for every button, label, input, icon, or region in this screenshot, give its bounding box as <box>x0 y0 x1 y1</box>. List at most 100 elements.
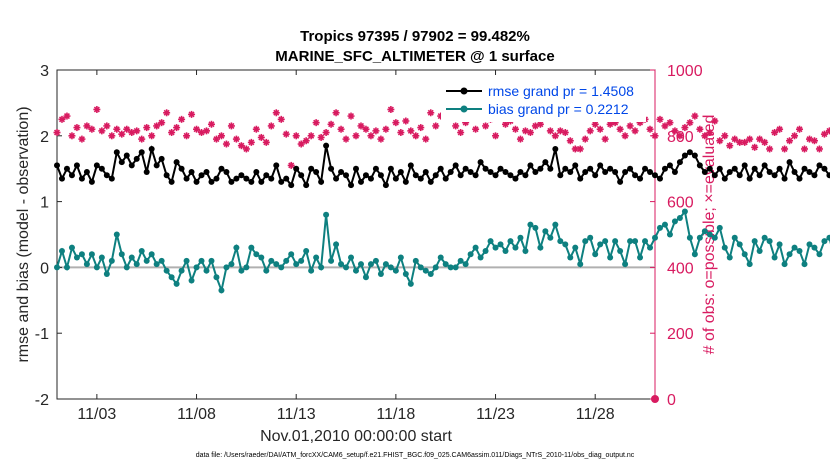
obs-count-point <box>711 117 719 125</box>
obs-count-point <box>387 105 395 113</box>
obs-count-point <box>586 127 594 135</box>
obs-count-point <box>561 129 569 137</box>
obs-count-point <box>212 135 220 143</box>
bias-point <box>73 254 80 261</box>
bias-point <box>577 261 584 268</box>
rmse-point <box>567 168 574 175</box>
rmse-point <box>118 159 125 166</box>
obs-count-point <box>626 122 634 130</box>
rmse-point <box>552 145 559 152</box>
x-tick-label: 11/23 <box>476 406 515 423</box>
rmse-point <box>148 145 155 152</box>
rmse-point <box>751 165 758 172</box>
obs-count-point <box>58 115 66 123</box>
obs-count-point <box>776 125 784 133</box>
obs-count-point <box>716 137 724 145</box>
bias-point <box>622 261 629 268</box>
bias-point <box>88 251 95 258</box>
obs-count-point <box>342 135 350 143</box>
bias-point <box>806 241 813 248</box>
obs-count-point <box>810 137 818 145</box>
bias-point <box>427 270 434 277</box>
obs-count-point <box>681 124 689 132</box>
bias-point <box>283 257 290 264</box>
rmse-point <box>278 178 285 185</box>
rmse-point <box>731 165 738 172</box>
obs-count-point <box>277 115 285 123</box>
bias-point <box>343 264 350 271</box>
rmse-point <box>412 172 419 179</box>
bias-point <box>786 251 793 258</box>
rmse-point <box>258 178 265 185</box>
bias-point <box>293 261 300 268</box>
bias-point <box>691 251 698 258</box>
obs-count-point <box>397 129 405 137</box>
bias-point <box>118 251 125 258</box>
rmse-point <box>761 162 768 169</box>
bias-point <box>58 247 65 254</box>
bias-point <box>353 267 359 274</box>
obs-zero-marker <box>651 395 659 403</box>
obs-count-point <box>123 125 131 133</box>
obs-count-point <box>820 130 828 138</box>
bias-point <box>801 261 808 268</box>
obs-count-point <box>631 127 639 135</box>
obs-count-point <box>691 112 699 120</box>
rmse-point <box>263 172 270 179</box>
obs-count-point <box>282 130 290 138</box>
rmse-point <box>73 162 80 169</box>
bias-point <box>557 238 564 245</box>
rmse-point <box>736 172 743 179</box>
x-tick-label: 11/08 <box>177 406 216 423</box>
bias-point <box>253 251 260 258</box>
rmse-point <box>602 168 609 175</box>
obs-count-point <box>492 132 500 140</box>
rmse-point <box>108 175 115 182</box>
rmse-point <box>367 175 374 182</box>
obs-count-point <box>362 125 370 133</box>
rmse-point <box>432 172 439 179</box>
rmse-point <box>113 149 120 156</box>
bias-point <box>163 267 170 274</box>
bias-point <box>537 244 544 251</box>
rmse-point <box>123 152 130 159</box>
rmse-point <box>238 172 245 179</box>
rmse-point <box>632 172 639 179</box>
obs-count-point <box>168 129 176 137</box>
rmse-point <box>652 172 658 179</box>
bias-point <box>193 264 200 271</box>
rmse-point <box>333 175 340 182</box>
rmse-point <box>517 168 524 175</box>
bias-point <box>422 267 429 274</box>
rmse-point <box>98 165 105 172</box>
bias-point <box>148 251 155 258</box>
bias-point <box>522 247 529 254</box>
rmse-point <box>417 175 424 182</box>
bias-point <box>666 231 673 238</box>
rmse-point <box>726 168 733 175</box>
bias-point <box>323 211 330 218</box>
legend: rmse grand pr = 1.4508 bias grand pr = 0… <box>441 80 646 122</box>
bias-point <box>661 221 668 228</box>
rmse-point <box>562 165 569 172</box>
bias-point <box>746 261 753 268</box>
rmse-point <box>696 162 703 169</box>
bias-point <box>432 264 439 271</box>
rmse-point <box>666 162 673 169</box>
bias-point <box>298 257 305 264</box>
bias-point <box>223 264 230 271</box>
obs-count-point <box>367 132 375 140</box>
rmse-point <box>771 172 778 179</box>
obs-count-point <box>407 127 415 135</box>
bias-point <box>407 280 414 287</box>
bias-point <box>308 267 315 274</box>
obs-count-point <box>581 135 589 143</box>
obs-count-point <box>766 145 774 153</box>
obs-count-point <box>53 129 61 137</box>
obs-count-point <box>262 138 270 146</box>
rmse-point <box>741 162 748 169</box>
bias-point <box>502 247 509 254</box>
obs-count-point <box>357 122 365 130</box>
rmse-point <box>656 175 663 182</box>
